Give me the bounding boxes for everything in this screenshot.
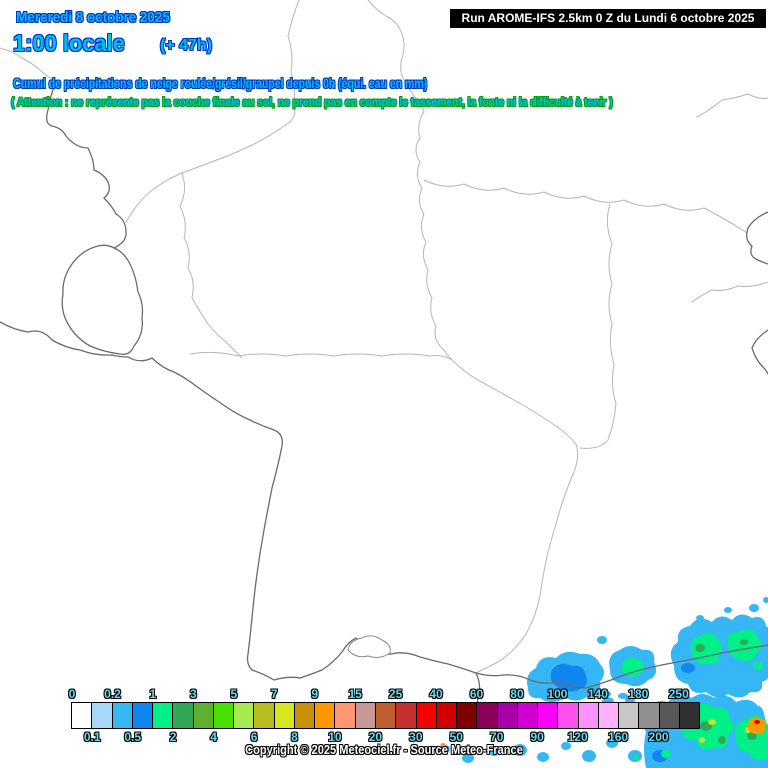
legend-boundary-label: 200 xyxy=(648,730,669,744)
legend-cell xyxy=(234,703,254,728)
legend-boundary-label: 50 xyxy=(449,730,463,744)
legend-boundary-label: 100 xyxy=(547,687,568,701)
legend-cell xyxy=(538,703,558,728)
legend-boundary-label: 15 xyxy=(348,687,362,701)
legend-boundary-label: 0.5 xyxy=(124,730,142,744)
lake-constance xyxy=(347,635,391,658)
legend-boundary-label: 9 xyxy=(311,687,319,701)
legend-boundary-label: 0.2 xyxy=(104,687,121,701)
legend-cell xyxy=(497,703,517,728)
map-title: Cumul de précipitations de neige roulée/… xyxy=(13,76,428,91)
legend-cell xyxy=(153,703,173,728)
legend-cell xyxy=(294,703,315,728)
legend-boundary-label: 40 xyxy=(429,687,443,701)
legend-cell xyxy=(274,703,294,728)
legend-cell xyxy=(213,703,234,728)
legend-cell xyxy=(436,703,457,728)
legend-boundary-label: 160 xyxy=(608,730,629,744)
legend-cell xyxy=(659,703,679,728)
run-info-box: Run AROME-IFS 2.5km 0 Z du Lundi 6 octob… xyxy=(450,9,766,28)
legend-boundary-label: 140 xyxy=(587,687,608,701)
legend-cell xyxy=(72,703,92,728)
legend-boundary-label: 4 xyxy=(210,730,217,744)
region-borders xyxy=(0,0,768,674)
country-borders xyxy=(0,81,768,715)
legend-cell xyxy=(132,703,153,728)
copyright-text: Copyright © 2025 Meteociel.fr - Source M… xyxy=(245,742,523,757)
legend-cell xyxy=(315,703,335,728)
legend-boundary-label: 60 xyxy=(469,687,484,701)
map-warning: ( Attention : ne représente pas la couch… xyxy=(11,95,613,109)
legend-cell xyxy=(335,703,355,728)
legend-cell xyxy=(112,703,132,728)
legend-cell xyxy=(558,703,578,728)
legend-cell xyxy=(477,703,497,728)
legend-boundary-label: 0 xyxy=(68,687,76,701)
legend-bar xyxy=(71,702,700,729)
legend-boundary-label: 2 xyxy=(169,730,177,744)
legend-boundary-label: 20 xyxy=(368,730,383,744)
forecast-time: 1:00 locale xyxy=(13,30,125,56)
forecast-offset: (+ 47h) xyxy=(160,37,213,54)
legend-cell xyxy=(639,703,659,728)
legend-boundary-label: 0.1 xyxy=(83,730,101,744)
legend-boundary-label: 70 xyxy=(490,730,504,744)
legend-boundary-label: 1 xyxy=(149,687,157,701)
legend-cell xyxy=(578,703,598,728)
legend-cell xyxy=(457,703,477,728)
legend-cell xyxy=(193,703,213,728)
legend-boundary-label: 30 xyxy=(409,730,423,744)
legend-cell xyxy=(598,703,619,728)
legend-boundary-label: 80 xyxy=(510,687,524,701)
legend-boundary-label: 180 xyxy=(628,687,649,701)
forecast-date: Mercredi 8 octobre 2025 xyxy=(16,9,170,26)
legend-cell xyxy=(375,703,396,728)
legend-boundary-label: 25 xyxy=(388,687,403,701)
run-info-text: Run AROME-IFS 2.5km 0 Z du Lundi 6 octob… xyxy=(461,11,755,25)
legend-boundary-label: 7 xyxy=(270,687,278,701)
legend-boundary-label: 5 xyxy=(230,687,238,701)
legend-cell xyxy=(517,703,538,728)
legend-cell xyxy=(416,703,436,728)
legend-cell xyxy=(92,703,112,728)
legend-cell xyxy=(173,703,193,728)
legend-boundary-label: 3 xyxy=(190,687,197,701)
legend-cell xyxy=(396,703,416,728)
legend-cell xyxy=(254,703,274,728)
legend-boundary-label: 10 xyxy=(328,730,342,744)
legend-cell xyxy=(619,703,639,728)
legend-cell xyxy=(679,703,700,728)
legend-boundary-label: 250 xyxy=(668,687,689,701)
legend-boundary-label: 6 xyxy=(250,730,258,744)
legend-boundary-label: 8 xyxy=(291,730,298,744)
legend-boundary-label: 120 xyxy=(567,730,588,744)
legend-cell xyxy=(355,703,375,728)
legend-boundary-label: 90 xyxy=(530,730,544,744)
